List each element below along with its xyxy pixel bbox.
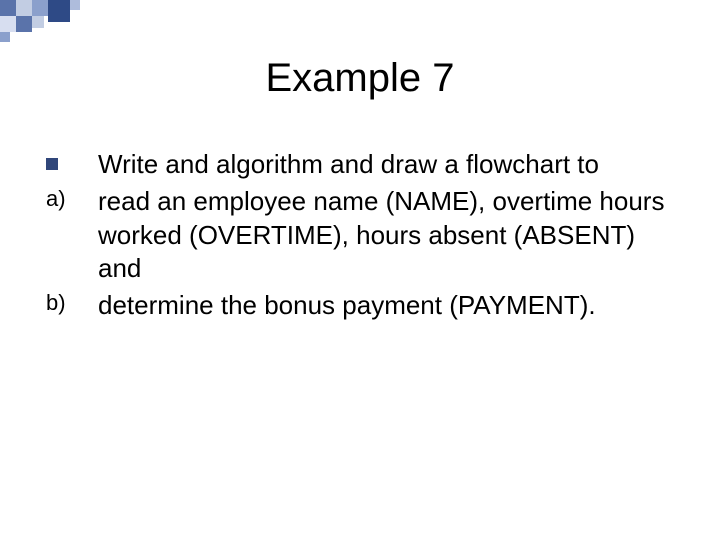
list-item: Write and algorithm and draw a flowchart… [40, 148, 680, 181]
list-item: a) read an employee name (NAME), overtim… [40, 185, 680, 285]
slide-body: Write and algorithm and draw a flowchart… [40, 148, 680, 326]
deco-square [0, 16, 16, 32]
list-item-text: Write and algorithm and draw a flowchart… [98, 148, 680, 181]
letter-marker: a) [40, 185, 98, 213]
deco-square [32, 0, 48, 16]
list-item-text: determine the bonus payment (PAYMENT). [98, 289, 680, 322]
deco-square [0, 32, 10, 42]
list-item-text: read an employee name (NAME), overtime h… [98, 185, 680, 285]
list-item: b) determine the bonus payment (PAYMENT)… [40, 289, 680, 322]
bullet-marker [40, 148, 98, 170]
letter-marker: b) [40, 289, 98, 317]
deco-square [32, 16, 44, 28]
slide-title: Example 7 [0, 56, 720, 101]
slide: Example 7 Write and algorithm and draw a… [0, 0, 720, 540]
deco-square [0, 0, 16, 16]
deco-square [48, 0, 70, 22]
deco-square [16, 0, 32, 16]
deco-square [16, 16, 32, 32]
square-bullet-icon [46, 158, 58, 170]
deco-square [70, 0, 80, 10]
corner-decoration [0, 0, 160, 40]
